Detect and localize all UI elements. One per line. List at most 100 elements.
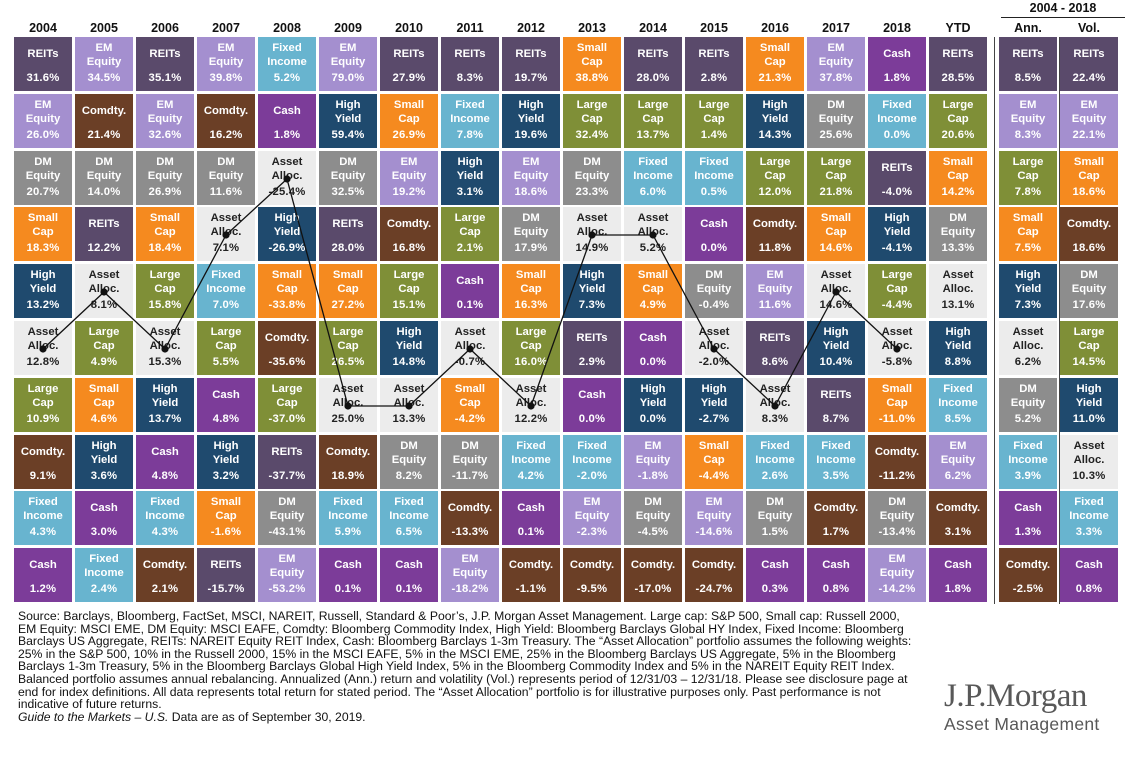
quilt-cell-high-yield-2008: High Yield -26.9% [258,207,316,261]
cell-return-value: 8.3% [456,72,484,84]
cell-asset-label: Large Cap [698,99,730,125]
cell-asset-label: High Yield [29,269,57,295]
cell-asset-label: Large Cap [942,99,974,125]
quilt-cell-large-cap-2007: Large Cap 5.5% [197,321,255,375]
quilt-cell-high-yield-2007: High Yield 3.2% [197,435,255,489]
quilt-cell-reits-2006: REITs 35.1% [136,37,194,91]
quilt-cell-reits-2008: REITs -37.7% [258,435,316,489]
cell-asset-label: High Yield [944,326,972,352]
quilt-cell-asset-alloc-2016: Asset Alloc. 8.3% [746,378,804,432]
quilt-cell-small-cap-2004: Small Cap 18.3% [14,207,72,261]
cell-return-value: 2.1% [151,583,179,595]
cell-return-value: 5.2% [639,242,667,254]
quilt-cell-cash-2017: Cash 0.8% [807,548,865,602]
quilt-cell-em-equity-2017: EM Equity 37.8% [807,37,865,91]
cell-return-value: 4.2% [517,470,545,482]
quilt-cell-reits-2010: REITs 27.9% [380,37,438,91]
cell-return-value: 21.3% [758,72,792,84]
column-header-2004: 2004 [29,21,57,35]
column-header-ann: Ann. [1014,21,1042,35]
cell-return-value: 14.9% [575,242,609,254]
cell-return-value: 79.0% [331,72,365,84]
quilt-cell-em-equity-2007: EM Equity 39.8% [197,37,255,91]
cell-asset-label: REITs [698,48,730,60]
cell-asset-label: Comdty. [691,559,737,571]
cell-asset-label: Cash [334,559,362,571]
cell-return-value: 13.3% [392,413,426,425]
cell-asset-label: Small Cap [149,212,181,238]
cell-return-value: 6.2% [1014,356,1042,368]
quilt-cell-small-cap-2013: Small Cap 38.8% [563,37,621,91]
quilt-cell-small-cap-2010: Small Cap 26.9% [380,94,438,148]
cell-asset-label: Comdty. [569,559,615,571]
cell-return-value: 5.2% [273,72,301,84]
quilt-cell-dm-equity-2016: DM Equity 1.5% [746,491,804,545]
cell-asset-label: Cash [151,446,179,458]
cell-return-value: 1.8% [273,129,301,141]
quilt-cell-reits-2004: REITs 31.6% [14,37,72,91]
quilt-cell-large-cap-2010: Large Cap 15.1% [380,264,438,318]
cell-return-value: 18.3% [26,242,60,254]
cell-asset-label: Comdty. [1066,218,1112,230]
quilt-cell-comdty-2012: Comdty. -1.1% [502,548,560,602]
cell-asset-label: High Yield [761,99,789,125]
cell-asset-label: Comdty. [264,332,310,344]
quilt-cell-reits-2015: REITs 2.8% [685,37,743,91]
cell-asset-label: Comdty. [447,502,493,514]
quilt-cell-small-cap-2017: Small Cap 14.6% [807,207,865,261]
quilt-cell-comdty-2004: Comdty. 9.1% [14,435,72,489]
quilt-cell-high-yield-vol: High Yield 11.0% [1060,378,1118,432]
quilt-cell-large-cap-2013: Large Cap 32.4% [563,94,621,148]
cell-return-value: 26.9% [148,186,182,198]
quilt-cell-large-cap-2018: Large Cap -4.4% [868,264,926,318]
cell-asset-label: DM Equity [330,156,366,182]
cell-return-value: 35.1% [148,72,182,84]
cell-return-value: 2.4% [90,583,118,595]
quilt-cell-fixed-income-2013: Fixed Income -2.0% [563,435,621,489]
column-header-2009: 2009 [334,21,362,35]
cell-asset-label: DM Equity [696,269,732,295]
quilt-cell-fixed-income-2015: Fixed Income 0.5% [685,151,743,205]
cell-asset-label: Asset Alloc. [515,383,547,409]
quilt-cell-comdty-2007: Comdty. 16.2% [197,94,255,148]
quilt-cell-em-equity-2014: EM Equity -1.8% [624,435,682,489]
cell-return-value: 0.8% [822,583,850,595]
quilt-cell-fixed-income-vol: Fixed Income 3.3% [1060,491,1118,545]
cell-return-value: 2.1% [456,242,484,254]
quilt-cell-large-cap-2015: Large Cap 1.4% [685,94,743,148]
cell-asset-label: REITs [393,48,425,60]
quilt-cell-cash-ann: Cash 1.3% [999,491,1057,545]
cell-asset-label: Small Cap [576,42,608,68]
cell-return-value: 5.2% [1014,413,1042,425]
cell-return-value: 22.4% [1072,72,1106,84]
quilt-cell-large-cap-2014: Large Cap 13.7% [624,94,682,148]
cell-asset-label: Small Cap [820,212,852,238]
quilt-cell-small-cap-ann: Small Cap 7.5% [999,207,1057,261]
quilt-cell-dm-equity-2007: DM Equity 11.6% [197,151,255,205]
quilt-cell-cash-2015: Cash 0.0% [685,207,743,261]
cell-return-value: 32.4% [575,129,609,141]
cell-return-value: -14.2% [878,583,916,595]
cell-return-value: 2.8% [700,72,728,84]
cell-asset-label: Comdty. [874,446,920,458]
cell-asset-label: High Yield [273,212,301,238]
quilt-cell-dm-equity-2018: DM Equity -13.4% [868,491,926,545]
cell-return-value: 38.8% [575,72,609,84]
cell-asset-label: High Yield [1014,269,1042,295]
cell-return-value: 27.2% [331,299,365,311]
quilt-cell-reits-2014: REITs 28.0% [624,37,682,91]
quilt-cell-asset-alloc-2012: Asset Alloc. 12.2% [502,378,560,432]
column-header-2010: 2010 [395,21,423,35]
cell-return-value: 32.5% [331,186,365,198]
cell-return-value: 6.2% [944,470,972,482]
cell-return-value: 14.6% [819,242,853,254]
guide-title: Guide to the Markets – U.S. [18,709,169,724]
cell-asset-label: Asset Alloc. [149,326,181,352]
cell-return-value: -2.0% [576,470,608,482]
quilt-cell-reits-2013: REITs 2.9% [563,321,621,375]
cell-return-value: 3.9% [1014,470,1042,482]
cell-return-value: 0.1% [395,583,423,595]
cell-return-value: -15.7% [207,583,245,595]
period-header: 2004 - 2018 [998,0,1128,19]
cell-asset-label: REITs [637,48,669,60]
